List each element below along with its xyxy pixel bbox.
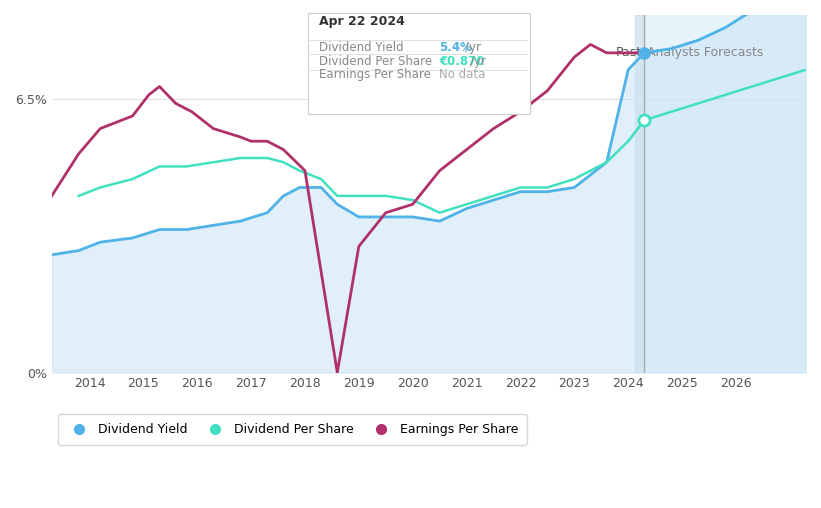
Text: Dividend Per Share: Dividend Per Share [319, 54, 432, 68]
Bar [644, 15, 806, 372]
Legend: Dividend Yield, Dividend Per Share, Earnings Per Share: Dividend Yield, Dividend Per Share, Earn… [58, 415, 527, 445]
Text: Earnings Per Share: Earnings Per Share [319, 68, 430, 81]
Bar [635, 15, 644, 372]
Text: Past: Past [616, 46, 642, 59]
Text: 5.4%: 5.4% [439, 41, 472, 54]
Text: Analysts Forecasts: Analysts Forecasts [647, 46, 764, 59]
Text: /yr: /yr [465, 41, 480, 54]
Text: €0.870: €0.870 [439, 54, 484, 68]
Text: Apr 22 2024: Apr 22 2024 [319, 15, 405, 28]
Text: Dividend Yield: Dividend Yield [319, 41, 403, 54]
Text: No data: No data [439, 68, 485, 81]
Text: /yr: /yr [470, 54, 485, 68]
